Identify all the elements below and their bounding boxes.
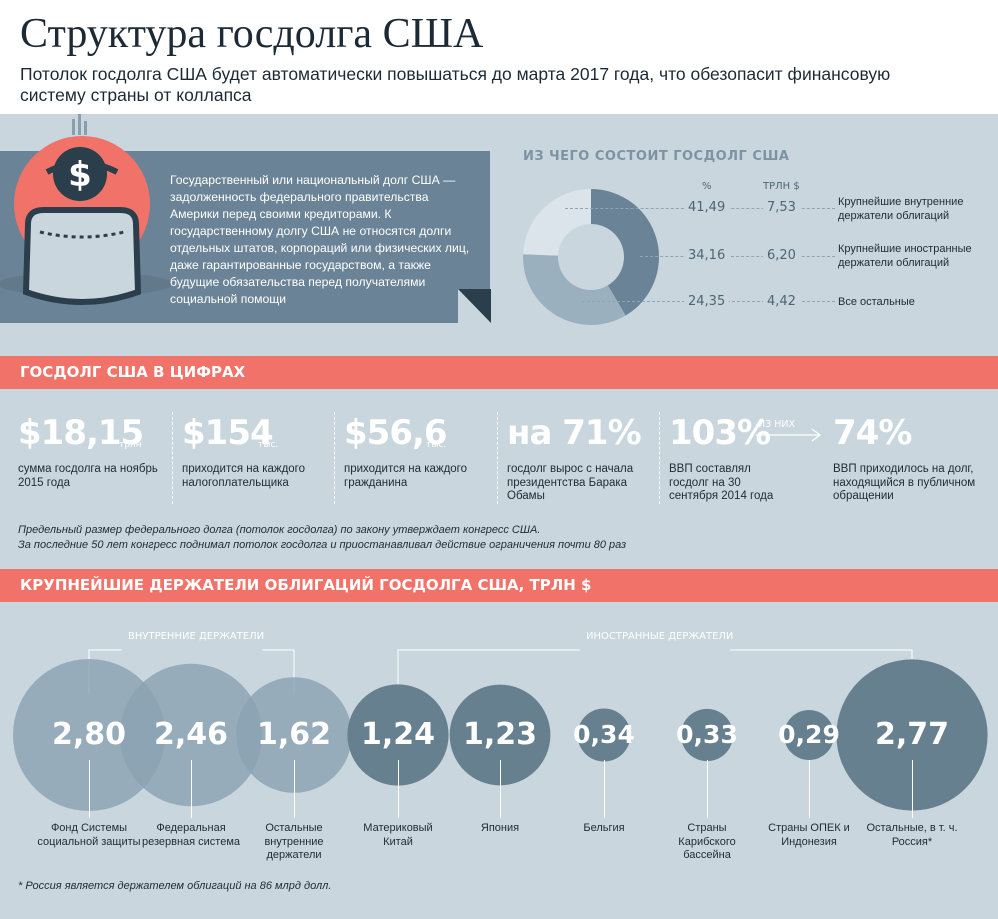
holder-value: 0,33 [676, 720, 738, 749]
stat-desc: приходится на каждого гражданина [344, 463, 468, 489]
figures-bar: ГОСДОЛГ США В ЦИФРАХ [0, 356, 998, 389]
donut-segment [591, 189, 659, 316]
trln-value: 6,20 [763, 248, 800, 263]
holder-bubble [347, 684, 449, 786]
domestic-group-label: ВНУТРЕННИЕ ДЕРЖАТЕЛИ [128, 631, 265, 642]
holders-bar: КРУПНЕЙШИЕ ДЕРЖАТЕЛИ ОБЛИГАЦИЙ ГОСДОЛГА … [0, 569, 998, 602]
pct-value: 41,49 [684, 200, 730, 215]
holder-label: Бельгия [583, 822, 625, 834]
leader-line [398, 760, 399, 818]
composition-label: Крупнейшие внутренние держатели облигаци… [838, 196, 964, 222]
holders-bubbles [13, 659, 988, 811]
holders-bar-title: КРУПНЕЙШИЕ ДЕРЖАТЕЛИ ОБЛИГАЦИЙ ГОСДОЛГА … [20, 576, 592, 594]
holder-value: 0,34 [573, 720, 635, 749]
holder-label: Остальные, в т. ч. Россия* [866, 822, 958, 848]
pct-value: 24,35 [684, 294, 730, 309]
definition-text: Государственный или национальный долг СШ… [170, 173, 470, 306]
separator [172, 412, 173, 504]
holder-label: Фонд Системы социальной защиты [37, 822, 141, 848]
page-fold-corner [458, 289, 491, 323]
separator [334, 412, 335, 504]
stat-unit: тыс. [258, 440, 279, 450]
stat-desc: ВВП составлял госдолг на 30 сентября 201… [669, 463, 774, 502]
connector-label: ИЗ НИХ [758, 419, 795, 430]
holder-label: Остальные внутренние держатели [264, 822, 324, 861]
footnote: * Россия является держателем облигаций н… [18, 880, 332, 892]
leader-line [707, 760, 708, 818]
leader-line [500, 760, 501, 818]
donut-segment [523, 254, 626, 325]
composition-donut [523, 189, 659, 325]
pct-value: 34,16 [684, 248, 730, 263]
leader-line [294, 760, 295, 818]
holder-value: 1,62 [256, 717, 332, 752]
trln-value: 4,42 [763, 294, 800, 309]
stat-value: 103% [669, 413, 771, 453]
composition-label: Все остальные [838, 296, 915, 308]
page-title: Структура госдолга США [20, 11, 484, 57]
stat-desc: ВВП приходилось на долг, находящийся в п… [833, 463, 976, 502]
holder-label: Страны ОПЕК и Индонезия [768, 822, 850, 848]
holder-value: 2,77 [874, 717, 950, 752]
holder-value: 1,24 [360, 717, 436, 752]
holder-bubble [13, 659, 165, 811]
stat-unit: тыс. [426, 440, 447, 450]
holder-value: 1,23 [462, 717, 538, 752]
trln-value: 7,53 [763, 200, 800, 215]
svg-text:$: $ [68, 155, 92, 195]
composition-label: Крупнейшие иностранные держатели облигац… [838, 243, 972, 269]
composition-title: ИЗ ЧЕГО СОСТОИТ ГОСДОЛГ США [523, 149, 790, 164]
holder-label: Япония [480, 822, 520, 834]
figures-bar-title: ГОСДОЛГ США В ЦИФРАХ [20, 363, 246, 381]
holder-label: Федеральная резервная система [141, 822, 241, 848]
stat-value: 74% [833, 413, 912, 453]
holder-bubble [449, 684, 551, 786]
holder-bubble [577, 708, 631, 762]
stat-unit: трлн [119, 440, 142, 450]
separator [659, 412, 660, 504]
holder-value: 0,29 [778, 720, 840, 749]
leader-line [912, 760, 913, 818]
note-line: За последние 50 лет конгресс поднимал по… [18, 539, 627, 551]
holder-bubble [236, 677, 352, 793]
money-bag-dollar-icon: $ [0, 114, 170, 305]
pct-header: % [702, 181, 712, 192]
donut-segment [523, 189, 591, 256]
holder-value: 2,46 [153, 717, 229, 752]
trln-header: ТРЛН $ [763, 181, 800, 192]
holder-bubble [836, 659, 988, 811]
separator [497, 412, 498, 504]
holder-bubble [680, 708, 734, 762]
stat-value: $154 [182, 413, 274, 453]
stat-desc: сумма госдолга на ноябрь 2015 года [18, 463, 158, 489]
holder-label: Страны Карибского бассейна [678, 822, 736, 861]
leader-line [191, 760, 192, 818]
page-subtitle: Потолок госдолга США будет автоматически… [20, 64, 891, 105]
holder-bubble [119, 663, 263, 807]
stat-desc: госдолг вырос с начала президентства Бар… [507, 463, 634, 502]
stat-value: на 71% [507, 413, 642, 453]
foreign-group-label: ИНОСТРАННЫЕ ДЕРЖАТЕЛИ [586, 631, 734, 642]
leader-line [89, 760, 90, 818]
holder-bubble [784, 710, 834, 760]
stat-value: $18,15 [18, 413, 144, 453]
holder-label: Материковый Китай [363, 822, 433, 848]
leader-line [604, 760, 605, 818]
stat-value: $56,6 [344, 413, 448, 453]
note-line: Предельный размер федерального долга (по… [18, 524, 541, 536]
leader-line [809, 760, 810, 818]
holder-value: 2,80 [51, 717, 127, 752]
stat-desc: приходится на каждого налогоплательщика [182, 463, 306, 489]
arrow-right-icon [756, 428, 821, 442]
leader-line [640, 256, 835, 257]
